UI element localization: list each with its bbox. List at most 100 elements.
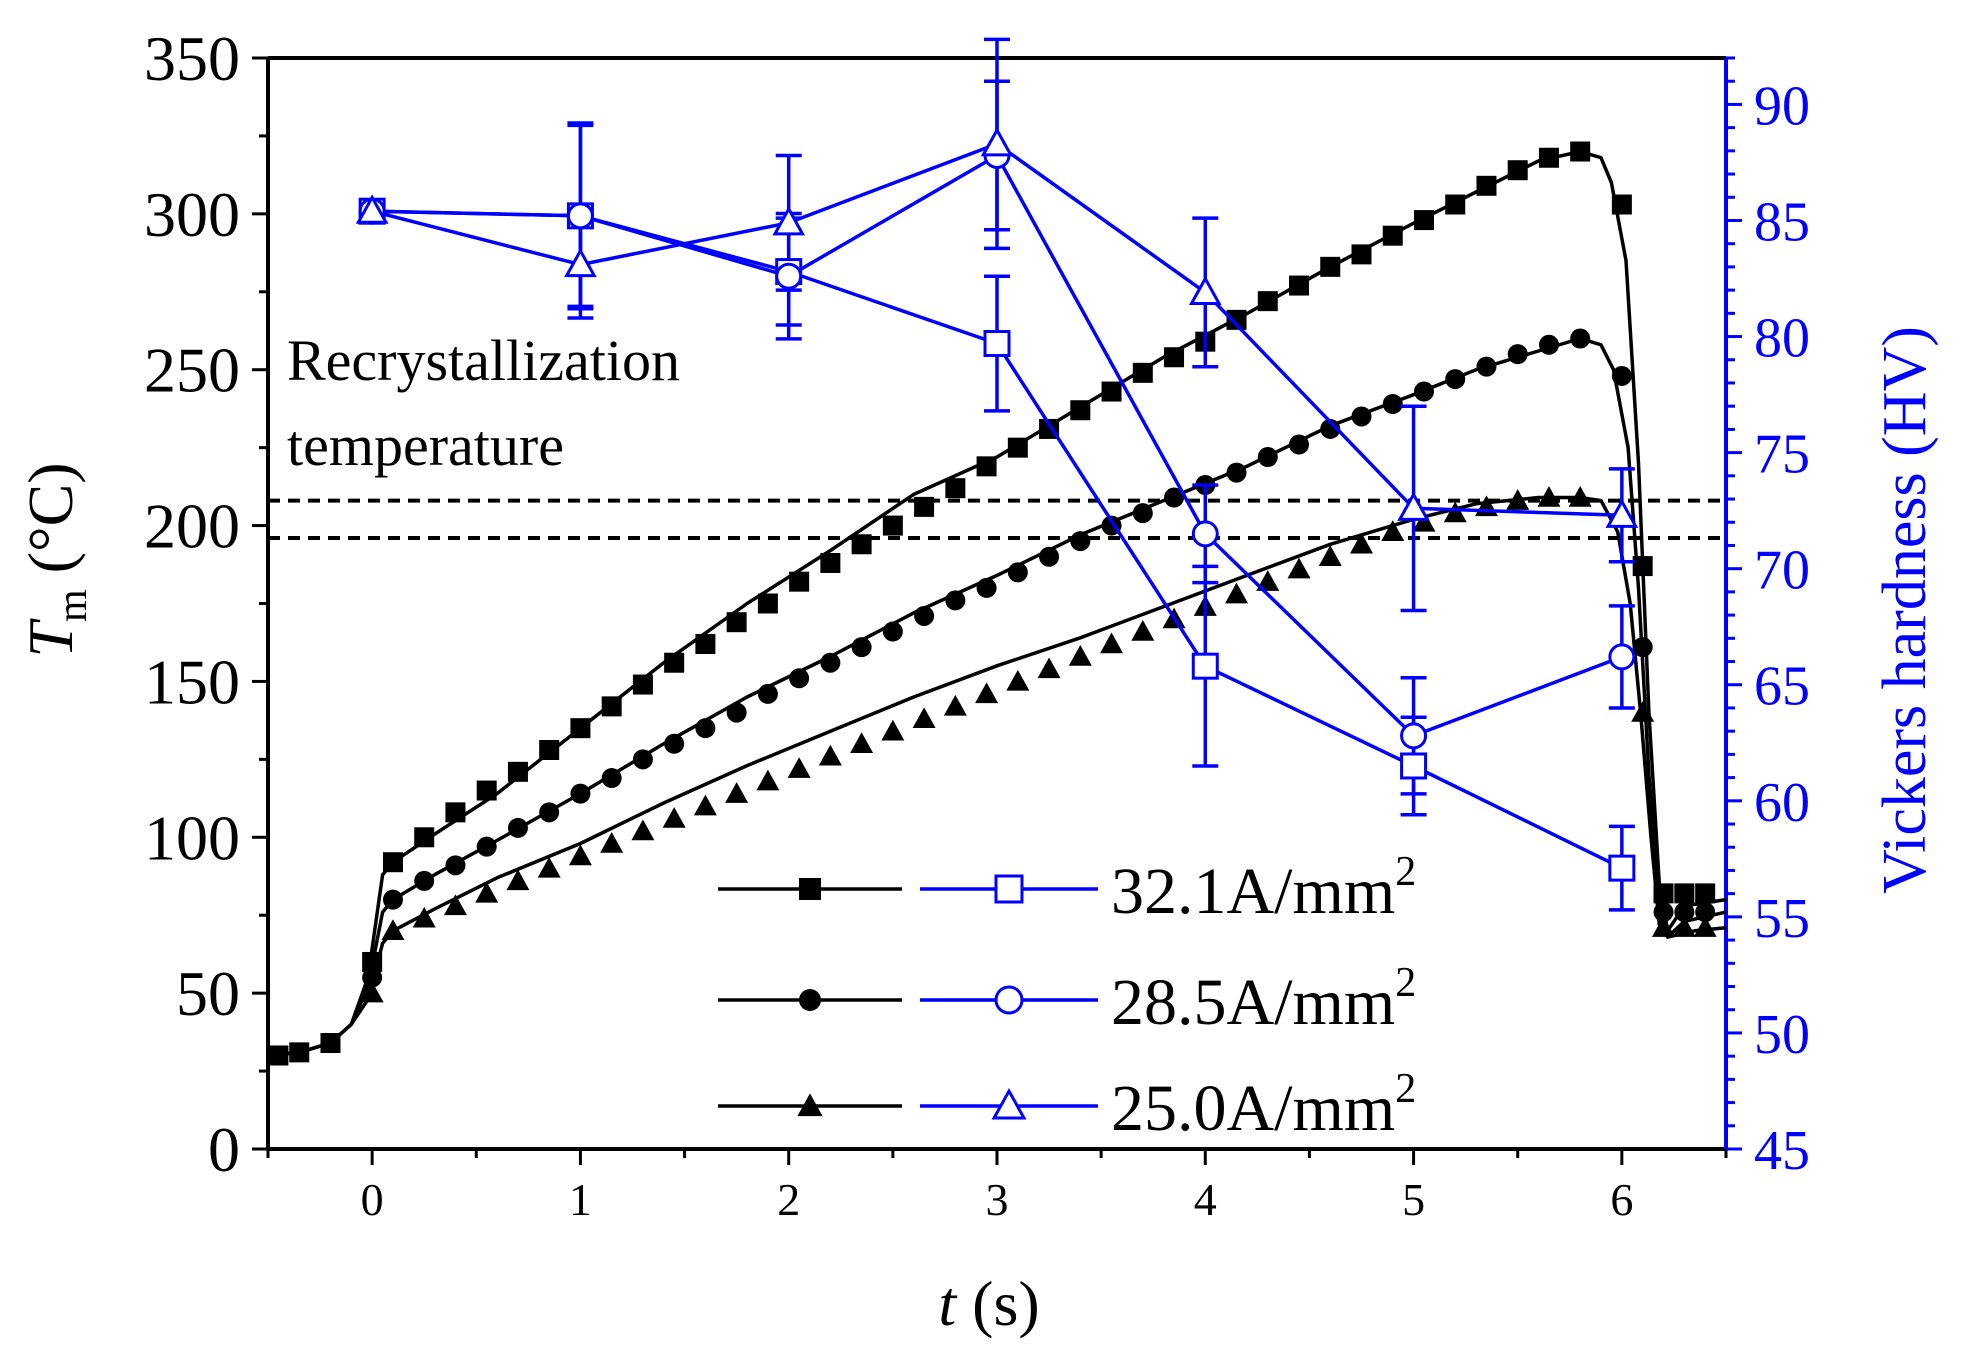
hardness-marker xyxy=(775,262,803,290)
temperature-marker xyxy=(818,744,842,766)
temperature-marker xyxy=(914,605,935,626)
y-right-axis-title: Vickers hardness (HV) xyxy=(1871,326,1939,894)
x-tick-label: 3 xyxy=(986,1174,1009,1225)
temperature-marker xyxy=(360,981,384,1003)
x-tick-label: 0 xyxy=(361,1174,384,1225)
temperature-marker xyxy=(662,807,686,828)
legend-temperature-marker xyxy=(799,989,821,1011)
temperature-marker xyxy=(1382,225,1403,246)
hardness-marker xyxy=(355,194,389,224)
temperature-marker xyxy=(914,496,935,517)
temperature-marker xyxy=(1318,545,1342,566)
temperature-marker xyxy=(1101,381,1122,402)
temperature-marker xyxy=(1100,632,1124,654)
temperature-marker xyxy=(1631,701,1655,722)
temperature-marker xyxy=(1287,557,1311,579)
legend-label-main: 25.0A/mm xyxy=(1111,1072,1395,1145)
temperature-marker xyxy=(1132,362,1153,383)
y-right-tick-label: 75 xyxy=(1754,424,1810,486)
temperature-marker xyxy=(632,674,653,695)
temperature-marker xyxy=(1257,446,1278,467)
temperature-marker xyxy=(1070,531,1091,552)
temperature-marker xyxy=(476,780,497,801)
temperature-marker xyxy=(1568,486,1592,507)
x-tick-label: 2 xyxy=(777,1174,800,1225)
temperature-marker xyxy=(945,478,966,499)
temperature-marker xyxy=(1570,141,1591,162)
temperature-marker xyxy=(757,683,778,704)
temperature-marker xyxy=(539,740,560,761)
temperature-marker xyxy=(1037,657,1061,679)
temperature-marker xyxy=(1351,406,1372,427)
annotation-line-2: temperature xyxy=(287,413,564,478)
temperature-marker xyxy=(1412,510,1436,532)
temperature-series xyxy=(267,141,1727,1066)
temperature-marker xyxy=(757,593,778,614)
temperature-marker xyxy=(1695,902,1716,923)
y-right-tick-label: 55 xyxy=(1754,888,1810,950)
temperature-marker xyxy=(414,827,435,848)
temperature-marker xyxy=(1350,532,1373,554)
y-left-tick-label: 150 xyxy=(144,646,240,717)
legend-hardness-marker xyxy=(994,985,1024,1015)
temperature-marker xyxy=(726,612,747,633)
temperature-marker xyxy=(506,869,530,891)
temperature-marker xyxy=(693,794,717,816)
x-axis-title-var: t xyxy=(938,1268,958,1339)
temperature-marker xyxy=(507,817,528,838)
temperature-marker xyxy=(726,702,747,723)
temperature-marker xyxy=(882,621,903,642)
temperature-marker xyxy=(600,832,624,853)
legend-label: 32.1A/mm2 xyxy=(1111,849,1416,928)
temperature-marker xyxy=(945,590,966,611)
temperature-marker xyxy=(443,894,467,916)
temperature-marker xyxy=(1443,501,1467,523)
temperature-marker xyxy=(1289,434,1310,455)
y-right-tick-label: 90 xyxy=(1754,75,1810,137)
temperature-marker xyxy=(1506,489,1530,510)
y-left-title-sub: m xyxy=(50,589,96,622)
temperature-marker xyxy=(1132,503,1153,524)
temperature-marker xyxy=(632,749,653,770)
temperature-marker xyxy=(1006,669,1030,691)
temperature-marker xyxy=(631,819,655,841)
temperature-marker xyxy=(601,696,622,717)
temperature-marker xyxy=(1413,210,1434,231)
temperature-marker xyxy=(1382,394,1403,415)
temperature-marker xyxy=(664,733,685,754)
y-right-tick-label: 45 xyxy=(1754,1120,1810,1182)
y-right-tick-label: 50 xyxy=(1754,1004,1810,1066)
hardness-marker xyxy=(1188,275,1222,305)
legend-label-main: 28.5A/mm xyxy=(1111,966,1395,1039)
temperature-marker xyxy=(850,732,874,753)
temperature-marker xyxy=(1351,244,1372,265)
temperature-marker xyxy=(1693,916,1717,937)
y-left-tick-label: 300 xyxy=(144,179,240,250)
y-left-tick-label: 0 xyxy=(208,1114,240,1185)
hardness-marker xyxy=(1608,643,1636,671)
temperature-marker xyxy=(381,919,405,940)
temperature-marker xyxy=(851,534,872,555)
x-axis-title: t (s) xyxy=(938,1268,1039,1339)
temperature-marker xyxy=(789,668,810,689)
temperature-curve xyxy=(267,495,1727,1058)
temperature-marker xyxy=(1256,570,1280,591)
temperature-marker xyxy=(1507,160,1528,181)
temperature-marker xyxy=(570,783,591,804)
temperature-marker xyxy=(1320,418,1341,439)
temperature-marker xyxy=(1226,462,1247,483)
temperature-marker xyxy=(1131,620,1155,641)
x-tick-label: 6 xyxy=(1610,1174,1633,1225)
legend-label: 25.0A/mm2 xyxy=(1111,1066,1416,1145)
temperature-marker xyxy=(1320,256,1341,277)
temperature-marker xyxy=(414,870,435,891)
legend-label-sup: 2 xyxy=(1395,1066,1416,1112)
temperature-marker xyxy=(664,652,685,673)
temperature-marker xyxy=(695,634,716,655)
temperature-marker xyxy=(1474,495,1498,517)
temperature-marker xyxy=(787,757,811,778)
temperature-marker xyxy=(476,836,497,857)
hardness-marker xyxy=(1191,520,1219,548)
hardness-marker xyxy=(564,247,597,278)
